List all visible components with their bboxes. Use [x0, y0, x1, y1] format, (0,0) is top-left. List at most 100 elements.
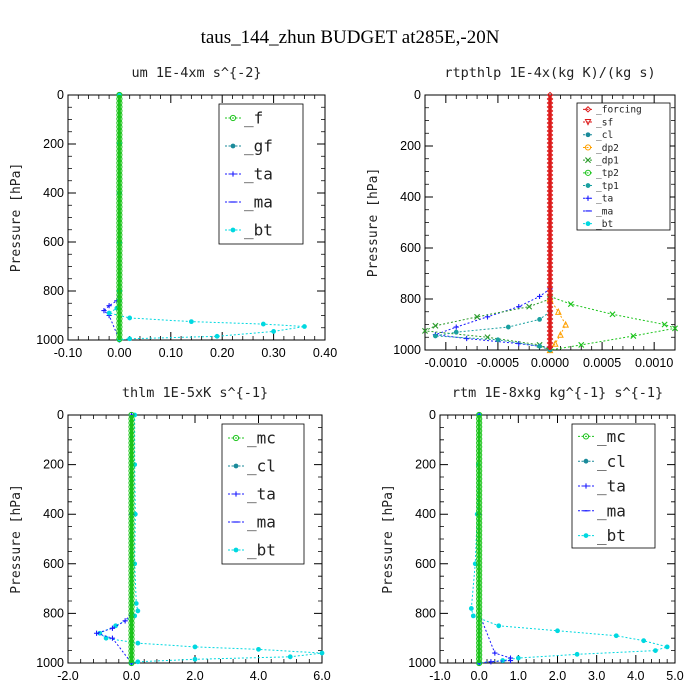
series-point	[116, 323, 123, 331]
y-tick-label: 200	[43, 137, 64, 151]
y-tick-label: 600	[43, 557, 64, 571]
series-point	[661, 321, 668, 328]
series-point	[287, 654, 293, 660]
y-tick-label: 400	[43, 186, 64, 200]
series-point	[128, 587, 135, 595]
series-point	[116, 211, 123, 219]
series-point	[537, 343, 542, 349]
y-tick-label: 1000	[408, 656, 436, 670]
series-point	[128, 563, 135, 571]
series-point	[546, 187, 554, 195]
series-point	[128, 491, 135, 499]
series-point	[109, 625, 116, 631]
series-point	[546, 299, 554, 307]
x-tick-label: -0.0005	[477, 356, 519, 370]
series-point	[476, 579, 483, 587]
series-point	[116, 263, 123, 271]
series-point	[128, 623, 135, 631]
series-point	[476, 595, 483, 603]
series-point	[128, 619, 135, 627]
series-point	[476, 551, 483, 559]
series-point	[128, 591, 135, 599]
series-point	[128, 439, 135, 447]
series-point	[476, 435, 483, 443]
x-tick-label: -0.10	[54, 346, 83, 360]
series-point	[546, 211, 554, 219]
figure-title: taus_144_zhun BUDGET at285E,-20N	[201, 27, 500, 48]
series-point	[546, 119, 554, 127]
series-point	[546, 247, 554, 255]
series-point	[116, 283, 123, 291]
series-point	[453, 324, 459, 330]
y-tick-label: 1000	[36, 656, 64, 670]
series-point	[476, 467, 483, 475]
legend-label: _ta	[244, 165, 273, 184]
panel-2: rtpthlp 1E-4x(kg K)/(kg s) Pressure [hPa]…	[366, 65, 678, 370]
legend-label: _forcing	[596, 105, 642, 116]
series-point	[128, 615, 135, 623]
series_mc	[476, 411, 483, 667]
y-axis-label: Pressure [hPa]	[9, 163, 24, 273]
series-point	[319, 650, 325, 656]
legend-marker	[585, 195, 591, 201]
series-point	[116, 183, 123, 191]
series-point	[476, 455, 483, 463]
series-point	[476, 635, 483, 643]
series-point	[116, 275, 123, 283]
series-point	[476, 415, 483, 423]
series-point	[492, 650, 498, 656]
series-point	[214, 333, 220, 339]
y-tick-label: 400	[400, 190, 421, 204]
panel-1: um 1E-4xm s^{-2} Pressure [hPa] -0.10 0.00 0…	[9, 65, 337, 360]
series-point	[500, 658, 506, 663]
series-point	[116, 299, 123, 307]
series-point	[128, 503, 135, 511]
series-point	[128, 531, 135, 539]
x-tick-label: 0.0000	[531, 356, 569, 370]
series-point	[101, 308, 107, 314]
panel-title: rtm 1E-8xkg kg^{-1} s^{-1}	[452, 385, 663, 401]
series-point	[476, 503, 483, 511]
series-point	[546, 103, 554, 111]
series-point	[546, 147, 554, 155]
series-point	[557, 330, 564, 338]
x-tick-label: 0.0	[123, 669, 140, 683]
series-point	[507, 657, 514, 664]
x-tick-label: 0.0005	[583, 356, 621, 370]
series-point	[116, 319, 123, 327]
series-point	[476, 623, 483, 631]
series-point	[476, 607, 483, 615]
series-point	[664, 644, 670, 650]
series-line	[98, 415, 323, 664]
series-point	[496, 623, 502, 629]
x-tick-label: 5.0	[666, 669, 683, 683]
series-point	[116, 155, 123, 163]
series-point	[546, 251, 554, 259]
series-point	[116, 235, 123, 243]
series_f	[116, 91, 123, 343]
series-point	[302, 324, 307, 329]
series-point	[128, 559, 135, 567]
y-tick-label: 0	[414, 88, 421, 102]
series-point	[546, 207, 554, 215]
series-point	[476, 571, 483, 579]
series-point	[546, 231, 554, 239]
series_ta	[432, 286, 553, 353]
series-point	[476, 515, 483, 523]
legend-label: _tp2	[596, 168, 619, 179]
series-point	[116, 307, 123, 315]
series-point	[546, 123, 554, 131]
series-point	[432, 322, 439, 329]
legend-marker	[233, 491, 239, 497]
y-tick-label: 400	[43, 507, 64, 521]
series-line	[435, 311, 551, 351]
series-line	[478, 415, 511, 664]
y-tick-label: 800	[400, 292, 421, 306]
series-point	[468, 606, 474, 611]
series-point	[630, 332, 637, 339]
series-point	[488, 659, 494, 665]
series-point	[546, 311, 554, 319]
series-point	[128, 555, 135, 563]
series-point	[476, 463, 483, 471]
legend-label: _sf	[596, 117, 613, 128]
